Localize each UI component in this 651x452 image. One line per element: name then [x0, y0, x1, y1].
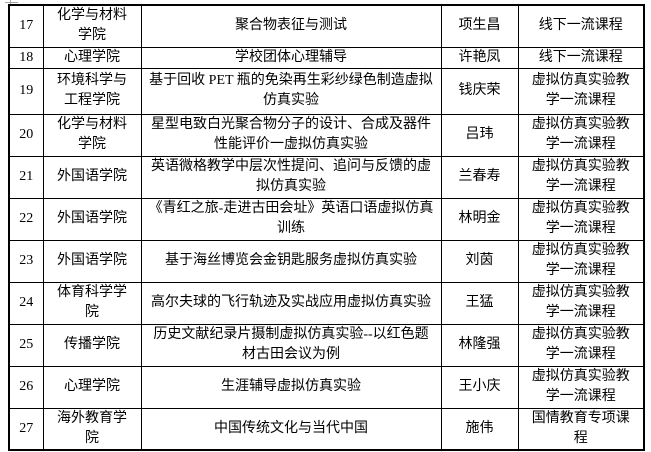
cell-college-name: 心理学院 [42, 365, 142, 409]
cell-row-number: 18 [8, 46, 44, 69]
cell-course-type: 虚拟仿真实验教学一流课程 [517, 197, 645, 241]
cell-college-name: 外国语学院 [42, 197, 142, 241]
cell-college-name: 外国语学院 [42, 155, 142, 199]
cell-teacher-name: 林隆强 [440, 323, 519, 367]
cell-course-title: 高尔夫球的飞行轨迹及实战应用虚拟仿真实验 [140, 281, 442, 325]
cell-teacher-name: 项生昌 [440, 4, 519, 48]
cell-row-number: 22 [8, 197, 44, 241]
cell-teacher-name: 王小庆 [440, 365, 519, 409]
cell-row-number: 27 [8, 407, 44, 451]
cell-course-type: 虚拟仿真实验教学一流课程 [517, 365, 645, 409]
table-row: 22 外国语学院 《青红之旅-走进古田会址》英语口语虚拟仿真训练 林明金 虚拟仿… [8, 197, 645, 241]
cell-course-type: 线下一流课程 [517, 4, 645, 48]
cell-teacher-name: 钱庆荣 [440, 67, 519, 115]
cell-college-name: 体育科学学院 [42, 281, 142, 325]
cell-course-type: 线下一流课程 [517, 46, 645, 69]
cell-course-title: 中国传统文化与当代中国 [140, 407, 442, 451]
cell-course-title: 英语微格教学中层次性提问、追问与反馈的虚拟仿真实验 [140, 155, 442, 199]
table-row: 25 传播学院 历史文献纪录片摄制虚拟仿真实验--以红色题材古田会议为例 林隆强… [8, 323, 645, 367]
cell-course-title: 生涯辅导虚拟仿真实验 [140, 365, 442, 409]
table-row: 18 心理学院 学校团体心理辅导 许艳凤 线下一流课程 [8, 46, 645, 69]
cell-course-title: 基于海丝博览会金钥匙服务虚拟仿真实验 [140, 239, 442, 283]
cell-teacher-name: 吕玮 [440, 113, 519, 157]
cell-teacher-name: 林明金 [440, 197, 519, 241]
table-row: 24 体育科学学院 高尔夫球的飞行轨迹及实战应用虚拟仿真实验 王猛 虚拟仿真实验… [8, 281, 645, 325]
cell-course-type: 虚拟仿真实验教学一流课程 [517, 239, 645, 283]
cell-college-name: 心理学院 [42, 46, 142, 69]
table-row: 21 外国语学院 英语微格教学中层次性提问、追问与反馈的虚拟仿真实验 兰春寿 虚… [8, 155, 645, 199]
table-row: 19 环境科学与工程学院 基于回收 PET 瓶的免染再生彩纱绿色制造虚拟仿真实验… [8, 67, 645, 115]
cell-course-title: 基于回收 PET 瓶的免染再生彩纱绿色制造虚拟仿真实验 [140, 67, 442, 115]
cell-row-number: 17 [8, 4, 44, 48]
cell-course-type: 虚拟仿真实验教学一流课程 [517, 281, 645, 325]
grid-remnant-vertical-line [10, 0, 11, 6]
cell-college-name: 传播学院 [42, 323, 142, 367]
table-row: 26 心理学院 生涯辅导虚拟仿真实验 王小庆 虚拟仿真实验教学一流课程 [8, 365, 645, 409]
cell-teacher-name: 兰春寿 [440, 155, 519, 199]
cell-row-number: 24 [8, 281, 44, 325]
table-row: 27 海外教育学院 中国传统文化与当代中国 施伟 国情教育专项课程 [8, 407, 645, 451]
cell-course-title: 聚合物表征与测试 [140, 4, 442, 48]
cell-row-number: 19 [8, 67, 44, 115]
cell-college-name: 外国语学院 [42, 239, 142, 283]
cell-teacher-name: 刘茵 [440, 239, 519, 283]
cell-course-title: 历史文献纪录片摄制虚拟仿真实验--以红色题材古田会议为例 [140, 323, 442, 367]
cell-course-title: 星型电致白光聚合物分子的设计、合成及器件性能评价一虚拟仿真实验 [140, 113, 442, 157]
cell-course-type: 虚拟仿真实验教学一流课程 [517, 323, 645, 367]
cell-college-name: 化学与材料学院 [42, 4, 142, 48]
cell-course-type: 虚拟仿真实验教学一流课程 [517, 67, 645, 115]
table-row: 20 化学与材料学院 星型电致白光聚合物分子的设计、合成及器件性能评价一虚拟仿真… [8, 113, 645, 157]
cell-college-name: 化学与材料学院 [42, 113, 142, 157]
cell-row-number: 25 [8, 323, 44, 367]
table-row: 23 外国语学院 基于海丝博览会金钥匙服务虚拟仿真实验 刘茵 虚拟仿真实验教学一… [8, 239, 645, 283]
cell-college-name: 海外教育学院 [42, 407, 142, 451]
cell-course-title: 《青红之旅-走进古田会址》英语口语虚拟仿真训练 [140, 197, 442, 241]
cell-course-type: 国情教育专项课程 [517, 407, 645, 451]
cell-course-type: 虚拟仿真实验教学一流课程 [517, 155, 645, 199]
course-list-table: 17 化学与材料学院 聚合物表征与测试 项生昌 线下一流课程 18 心理学院 学… [8, 4, 645, 451]
table-row: 17 化学与材料学院 聚合物表征与测试 项生昌 线下一流课程 [8, 4, 645, 48]
cell-row-number: 23 [8, 239, 44, 283]
table-body: 17 化学与材料学院 聚合物表征与测试 项生昌 线下一流课程 18 心理学院 学… [8, 4, 645, 451]
cell-teacher-name: 许艳凤 [440, 46, 519, 69]
cell-college-name: 环境科学与工程学院 [42, 67, 142, 115]
cell-row-number: 21 [8, 155, 44, 199]
cell-teacher-name: 施伟 [440, 407, 519, 451]
grid-remnant-horizontal-line [5, 2, 18, 3]
cell-teacher-name: 王猛 [440, 281, 519, 325]
cell-row-number: 20 [8, 113, 44, 157]
cell-row-number: 26 [8, 365, 44, 409]
cell-course-title: 学校团体心理辅导 [140, 46, 442, 69]
cell-course-type: 虚拟仿真实验教学一流课程 [517, 113, 645, 157]
